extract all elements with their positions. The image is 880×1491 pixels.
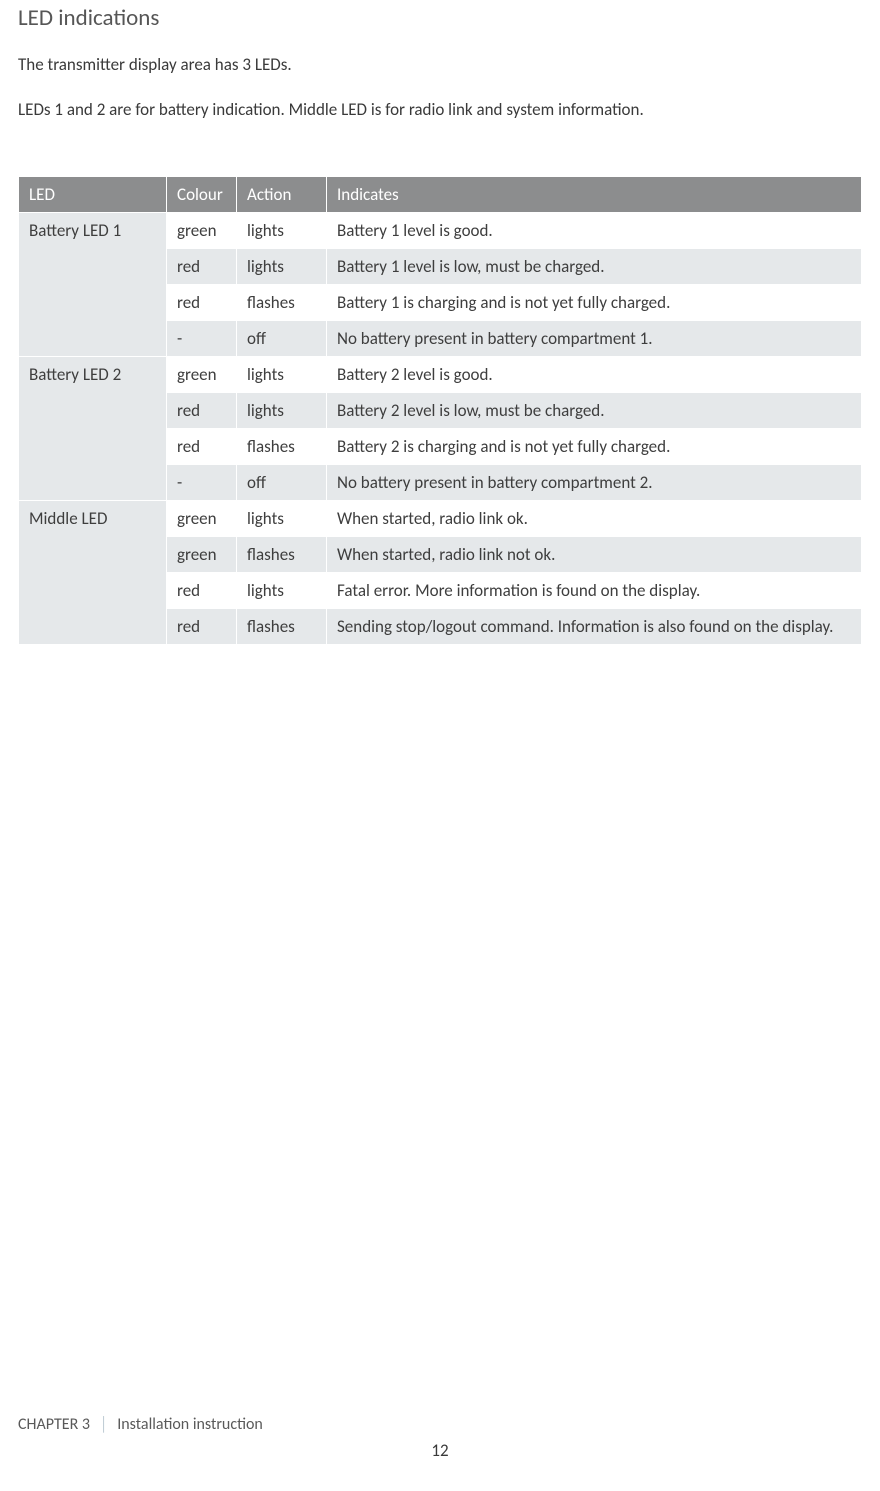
table-cell-led: Battery LED 1	[19, 213, 167, 357]
table-cell-indicates: When started, radio link not ok.	[327, 537, 862, 573]
table-cell-indicates: Battery 2 level is good.	[327, 357, 862, 393]
table-cell-indicates: Battery 1 is charging and is not yet ful…	[327, 285, 862, 321]
document-page: LED indications The transmitter display …	[0, 0, 880, 1491]
table-cell-action: off	[237, 321, 327, 357]
table-cell-action: off	[237, 465, 327, 501]
led-table-body: Battery LED 1greenlightsBattery 1 level …	[19, 213, 862, 645]
table-header-action: Action	[237, 177, 327, 213]
table-cell-indicates: No battery present in battery compartmen…	[327, 465, 862, 501]
table-cell-action: lights	[237, 249, 327, 285]
table-cell-colour: red	[167, 573, 237, 609]
table-row: Middle LEDgreenlightsWhen started, radio…	[19, 501, 862, 537]
intro-paragraph-2: LEDs 1 and 2 are for battery indication.…	[18, 99, 862, 120]
table-cell-action: lights	[237, 573, 327, 609]
table-cell-indicates: No battery present in battery compartmen…	[327, 321, 862, 357]
table-row: Battery LED 1greenlightsBattery 1 level …	[19, 213, 862, 249]
table-header-row: LED Colour Action Indicates	[19, 177, 862, 213]
table-cell-colour: green	[167, 213, 237, 249]
table-cell-led: Battery LED 2	[19, 357, 167, 501]
table-cell-action: flashes	[237, 537, 327, 573]
table-header-colour: Colour	[167, 177, 237, 213]
table-cell-colour: red	[167, 249, 237, 285]
table-cell-indicates: Battery 1 level is good.	[327, 213, 862, 249]
table-cell-indicates: Battery 2 is charging and is not yet ful…	[327, 429, 862, 465]
table-cell-indicates: When started, radio link ok.	[327, 501, 862, 537]
table-cell-action: lights	[237, 213, 327, 249]
footer-chapter-line: CHAPTER 3 │ Installation instruction	[18, 1415, 862, 1434]
footer-page-number: 12	[18, 1440, 862, 1461]
table-cell-indicates: Battery 1 level is low, must be charged.	[327, 249, 862, 285]
table-cell-indicates: Sending stop/logout command. Information…	[327, 609, 862, 645]
section-title: LED indications	[18, 4, 862, 32]
table-header-led: LED	[19, 177, 167, 213]
footer-chapter: CHAPTER 3	[18, 1415, 90, 1434]
table-cell-colour: red	[167, 393, 237, 429]
table-cell-indicates: Battery 2 level is low, must be charged.	[327, 393, 862, 429]
table-cell-action: lights	[237, 501, 327, 537]
table-cell-indicates: Fatal error. More information is found o…	[327, 573, 862, 609]
table-cell-action: lights	[237, 357, 327, 393]
table-cell-colour: red	[167, 609, 237, 645]
intro-paragraph-1: The transmitter display area has 3 LEDs.	[18, 54, 862, 75]
table-cell-colour: -	[167, 465, 237, 501]
footer-separator: │	[100, 1415, 108, 1434]
footer-section: Installation instruction	[117, 1415, 263, 1434]
page-footer: CHAPTER 3 │ Installation instruction 12	[18, 1385, 862, 1461]
table-cell-colour: red	[167, 429, 237, 465]
table-cell-led: Middle LED	[19, 501, 167, 645]
table-cell-action: flashes	[237, 285, 327, 321]
table-header-indicates: Indicates	[327, 177, 862, 213]
led-indications-table: LED Colour Action Indicates Battery LED …	[18, 176, 862, 645]
table-cell-colour: -	[167, 321, 237, 357]
table-cell-colour: green	[167, 501, 237, 537]
table-cell-action: lights	[237, 393, 327, 429]
table-row: Battery LED 2greenlightsBattery 2 level …	[19, 357, 862, 393]
table-cell-action: flashes	[237, 609, 327, 645]
table-cell-colour: green	[167, 537, 237, 573]
table-cell-colour: green	[167, 357, 237, 393]
table-cell-action: flashes	[237, 429, 327, 465]
table-cell-colour: red	[167, 285, 237, 321]
